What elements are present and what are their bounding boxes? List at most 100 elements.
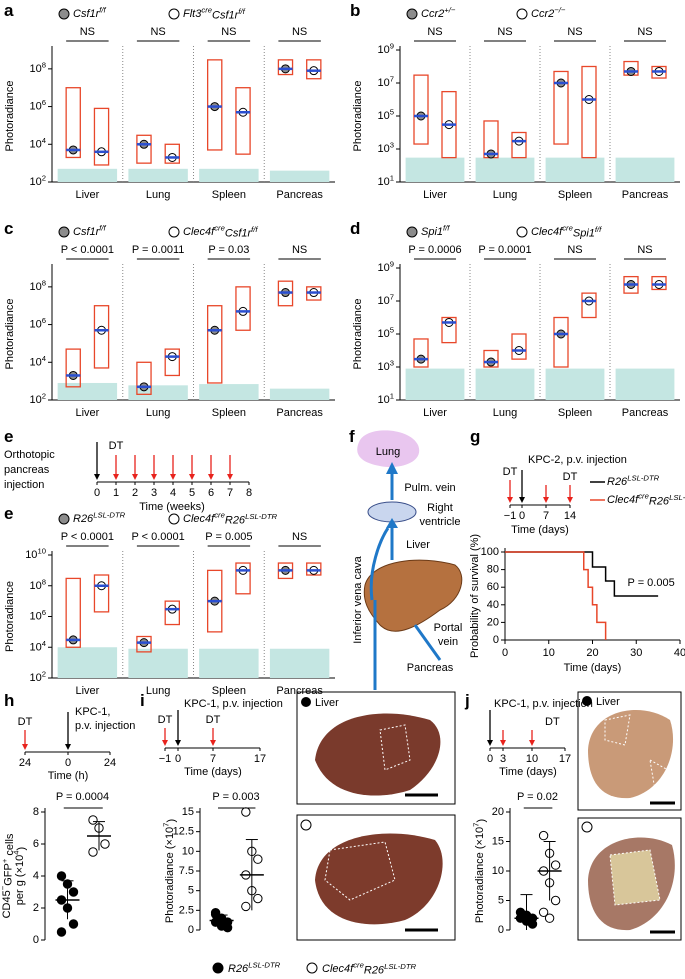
- arrow-head: [208, 474, 214, 480]
- legend-marker: [306, 962, 318, 974]
- data-point: [253, 854, 263, 864]
- y-tick-label: 100: [481, 546, 499, 558]
- data-point: [68, 887, 79, 897]
- y-tick-label: 40: [487, 599, 499, 611]
- timeline-tick-label: 0: [94, 487, 100, 499]
- box: [93, 574, 110, 613]
- x-tick-label: Lung: [493, 189, 517, 201]
- box: [136, 361, 152, 395]
- x-axis-label: Time (days): [564, 662, 622, 674]
- background-bar: [615, 157, 675, 182]
- arrow-head: [529, 740, 535, 746]
- y-tick-label: 1010: [25, 547, 46, 561]
- x-tick-label: Pancreas: [622, 407, 669, 419]
- box: [277, 59, 294, 76]
- y-tick-label: 103: [377, 141, 394, 155]
- arrow-head: [500, 740, 506, 746]
- node-label: Pancreas: [407, 662, 454, 674]
- x-tick-label: 30: [630, 647, 642, 659]
- x-tick-label: Liver: [75, 407, 99, 419]
- x-tick-label: 20: [586, 647, 598, 659]
- background-bar: [545, 157, 605, 182]
- annotation: NS: [567, 26, 582, 38]
- x-tick-label: Pancreas: [622, 189, 669, 201]
- timeline-event: DT: [158, 714, 173, 726]
- legend-marker: [168, 8, 180, 20]
- timeline-tick-label: 6: [208, 487, 214, 499]
- data-point: [527, 919, 538, 929]
- box: [235, 562, 251, 595]
- y-tick-label: 20: [487, 616, 499, 628]
- y-tick-label: 103: [377, 359, 394, 373]
- legend-marker: [406, 226, 418, 238]
- panel-letter: c: [4, 219, 13, 238]
- legend-marker: [58, 226, 70, 238]
- timeline-tick-label: 24: [104, 757, 116, 769]
- legend-label: Clec4fcreCsf1rf/f: [183, 224, 258, 240]
- node-label: Pulm. vein: [404, 482, 455, 494]
- timeline-tick-label: 10: [526, 753, 538, 765]
- y-tick-label: 15: [182, 806, 194, 818]
- timeline-tick-label: 17: [254, 753, 266, 765]
- node-label: Lung: [376, 446, 400, 458]
- panel-letter: e: [4, 504, 13, 523]
- y-tick-label: 102: [29, 670, 46, 684]
- arrow-head: [507, 497, 513, 503]
- annotation: P = 0.0006: [408, 244, 461, 256]
- legend-label: Clec4fcreR26LSL-DTR: [322, 961, 417, 977]
- image-label: Liver: [315, 697, 339, 709]
- y-tick-label: 60: [487, 581, 499, 593]
- y-axis-label: per g (×104): [12, 847, 28, 905]
- circulation-diagram: f Lung Pulm. vein Right ventricle Liver …: [349, 427, 462, 690]
- background-bar: [57, 647, 118, 678]
- box: [306, 562, 322, 576]
- arrow-heads: [386, 462, 398, 528]
- box: [65, 348, 81, 388]
- x-tick-label: 10: [543, 647, 555, 659]
- timeline-tick-label: 2: [132, 487, 138, 499]
- y-axis-label: Photoradiance (×107): [162, 819, 178, 923]
- legend-label: Clec4fcreR26LSL-DTR: [183, 511, 278, 527]
- timeline-tick-label: 3: [151, 487, 157, 499]
- y-tick-label: 106: [29, 608, 46, 622]
- legend-label: Csf1rf/f: [73, 6, 107, 20]
- data-point: [241, 901, 251, 912]
- background-bar: [545, 368, 605, 400]
- survival-line: [505, 551, 607, 640]
- background-bar: [269, 170, 330, 182]
- panel-letter: e: [4, 427, 13, 446]
- annotation: NS: [637, 244, 652, 256]
- box: [306, 59, 322, 80]
- box: [483, 349, 499, 368]
- y-tick-label: 15: [492, 835, 504, 847]
- y-tick-label: 108: [29, 577, 46, 591]
- y-tick-label: 106: [29, 98, 46, 112]
- y-tick-label: 106: [29, 316, 46, 330]
- x-tick-label: Liver: [423, 189, 447, 201]
- x-tick-label: 0: [502, 647, 508, 659]
- timeline-axis-label: Time (days): [184, 766, 242, 778]
- y-tick-label: 6: [33, 838, 39, 850]
- timeline-tick-label: −1: [504, 510, 517, 522]
- y-tick-label: 0: [188, 924, 194, 936]
- x-tick-label: Lung: [146, 407, 170, 419]
- y-tick-label: 104: [29, 639, 46, 653]
- legend-label: Clec4fcreSpi1f/f: [531, 224, 602, 240]
- lung-shape: [357, 430, 420, 468]
- legend-label: Spi1f/f: [421, 224, 450, 238]
- liver-photo: [588, 710, 674, 799]
- timeline-tick-label: 24: [19, 757, 31, 769]
- arrow-head: [519, 497, 525, 503]
- y-axis-label: Photoradiance: [352, 81, 364, 152]
- panel-letter: h: [4, 691, 14, 710]
- x-tick-label: Pancreas: [276, 189, 323, 201]
- arrow-head: [94, 474, 100, 480]
- arrow-head: [227, 474, 233, 480]
- annotation: P < 0.0001: [61, 531, 114, 543]
- background-bar: [199, 384, 259, 400]
- y-tick-label: 7.5: [179, 865, 194, 877]
- panel-letter: j: [464, 691, 470, 710]
- background-bar: [128, 648, 188, 678]
- box: [206, 59, 223, 151]
- y-tick-label: 0: [33, 934, 39, 946]
